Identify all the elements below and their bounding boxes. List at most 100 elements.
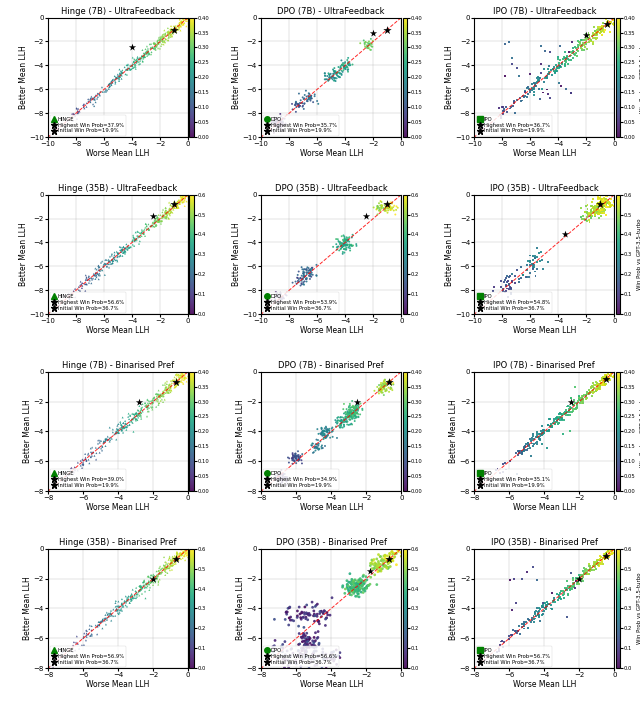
Point — [274, 116, 284, 127]
Point — [588, 30, 598, 41]
X-axis label: Worse Mean LLH: Worse Mean LLH — [86, 680, 150, 689]
Point — [525, 256, 535, 267]
Point — [328, 64, 338, 75]
Point — [173, 371, 184, 383]
Point — [148, 573, 158, 584]
Point — [355, 583, 365, 595]
Point — [113, 250, 123, 261]
Point — [578, 395, 588, 406]
Point — [529, 78, 540, 89]
Point — [355, 582, 365, 593]
Point — [344, 60, 355, 71]
Point — [351, 579, 362, 590]
Point — [134, 585, 145, 597]
Point — [604, 369, 614, 380]
Point — [593, 557, 603, 568]
Point — [522, 264, 532, 275]
Point — [103, 609, 113, 621]
Point — [106, 608, 116, 619]
Point — [570, 578, 580, 590]
Point — [589, 201, 600, 212]
Point — [116, 73, 127, 84]
Point — [593, 199, 604, 211]
Point — [350, 406, 360, 417]
Point — [275, 122, 285, 133]
Point — [158, 386, 168, 397]
Point — [130, 55, 140, 66]
Point — [592, 384, 602, 395]
Point — [380, 205, 390, 216]
Point — [125, 60, 135, 71]
Point — [110, 77, 120, 88]
Point — [533, 609, 543, 621]
Point — [385, 201, 395, 212]
Point — [140, 51, 150, 62]
Point — [167, 378, 177, 389]
Point — [124, 419, 134, 430]
Point — [159, 559, 169, 571]
Point — [336, 415, 346, 426]
Point — [595, 24, 605, 35]
Point — [104, 610, 115, 621]
Point — [73, 103, 83, 114]
Point — [140, 46, 150, 58]
Point — [164, 378, 175, 390]
Point — [91, 90, 101, 101]
Point — [347, 574, 357, 585]
Point — [276, 293, 286, 305]
Point — [136, 404, 147, 415]
Point — [527, 84, 538, 95]
Point — [120, 69, 131, 80]
Point — [546, 419, 556, 430]
Point — [313, 615, 323, 626]
Point — [598, 199, 609, 210]
Point — [349, 584, 360, 595]
Point — [350, 405, 360, 416]
Point — [565, 402, 575, 413]
Point — [499, 276, 509, 287]
Point — [269, 640, 280, 651]
Point — [150, 571, 161, 583]
Point — [344, 58, 355, 69]
Point — [81, 630, 92, 641]
Point — [122, 241, 132, 253]
Point — [587, 380, 597, 392]
Point — [136, 411, 146, 422]
Y-axis label: Better Mean LLH: Better Mean LLH — [232, 46, 241, 110]
Point — [336, 239, 346, 250]
Point — [337, 59, 348, 70]
Point — [132, 404, 143, 416]
Point — [532, 72, 543, 84]
Point — [116, 246, 126, 258]
Point — [304, 265, 314, 276]
Point — [588, 29, 598, 41]
Point — [154, 390, 164, 401]
Point — [593, 198, 603, 209]
Point — [372, 566, 383, 577]
Point — [609, 20, 619, 31]
Point — [577, 394, 588, 405]
Point — [604, 545, 614, 557]
Point — [594, 381, 604, 392]
Point — [521, 616, 531, 628]
Point — [153, 396, 163, 407]
Point — [534, 432, 544, 444]
Point — [388, 379, 399, 390]
Point — [566, 581, 576, 592]
Point — [585, 561, 595, 572]
Point — [180, 545, 190, 557]
Point — [157, 563, 167, 574]
Point — [179, 18, 189, 29]
Point — [172, 379, 182, 390]
Point — [283, 603, 293, 614]
Point — [275, 472, 285, 484]
Point — [596, 204, 606, 215]
Point — [305, 92, 315, 103]
Point — [388, 205, 399, 216]
Point — [160, 562, 170, 573]
Point — [593, 197, 604, 208]
Point — [288, 451, 298, 462]
Point — [391, 548, 401, 559]
Point — [115, 250, 125, 261]
Point — [82, 625, 92, 637]
